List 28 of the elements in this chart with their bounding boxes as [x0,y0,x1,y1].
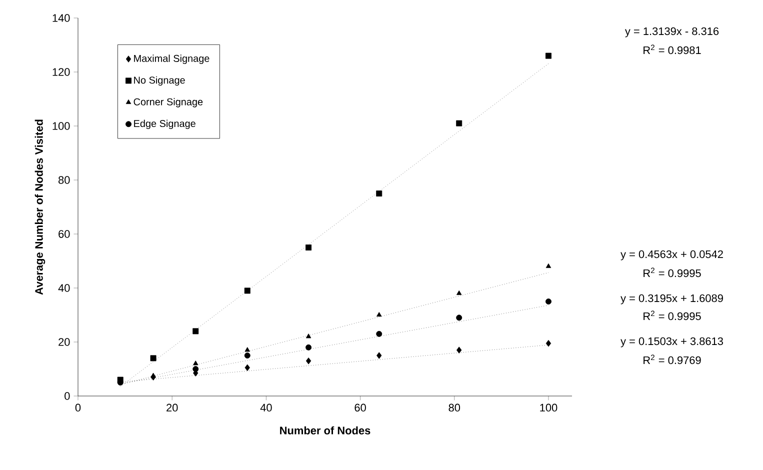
y-axis-title: Average Number of Nodes Visited [34,120,46,295]
y-tick-label: 80 [58,176,70,184]
y-tick-label: 60 [58,230,70,238]
y-tick-label: 100 [52,122,70,130]
y-tick-label: 140 [52,14,70,22]
text: R$^{2}$ = 0.9995 [644,268,701,278]
text: y = 1.3139x - 8.316 [624,27,719,38]
x-axis-title: Number of Nodes [280,426,370,434]
legend-label: Edge Signage [134,120,196,130]
text: y = 0.3195x + 1.6089 [620,294,723,304]
text: R$^{2}$ = 0.9769 [644,354,701,364]
x-tick-label: 80 [448,404,460,412]
legend-label: No Signage [134,76,185,86]
x-tick-label: 20 [166,404,178,412]
text: y = 0.1503x + 3.8613 [620,337,723,348]
y-tick-label: 120 [52,68,70,76]
text: y = 0.4563x + 0.0542 [620,250,723,260]
legend-label: Corner Signage [134,98,203,108]
y-tick-label: 20 [58,338,70,346]
x-tick-label: 40 [260,404,272,412]
text: R$^{2}$ = 0.9981 [644,44,701,54]
x-tick-label: 100 [540,404,558,412]
y-tick-label: 0 [64,392,70,400]
text: R$^{2}$ = 0.9995 [644,310,701,320]
legend-label: Maximal Signage [134,54,210,64]
x-tick-label: 60 [354,404,366,412]
y-tick-label: 40 [58,284,70,292]
x-tick-label: 0 [75,404,81,412]
